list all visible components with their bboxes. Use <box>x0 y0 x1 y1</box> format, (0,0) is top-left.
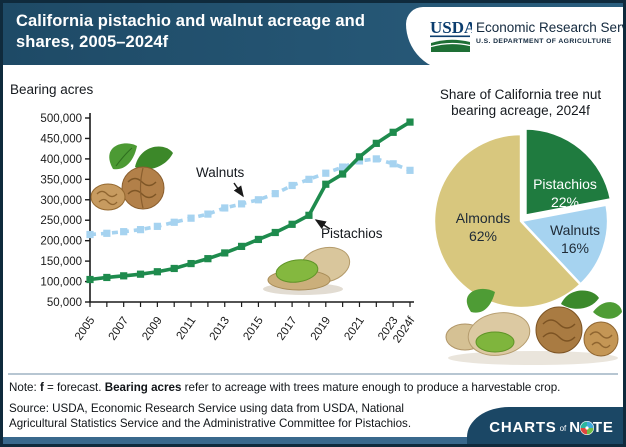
usda-logo-icon: USDA <box>430 18 477 52</box>
pistachio-photo-illustration <box>263 246 351 295</box>
pie-title-line1: Share of California tree nut <box>439 87 602 102</box>
banner-of-word: of <box>559 423 567 433</box>
agency-text: Economic Research Service U.S. DEPARTMEN… <box>476 20 626 45</box>
page-title: California pistachio and walnut acreage … <box>16 11 365 53</box>
svg-text:150,000: 150,000 <box>40 256 82 268</box>
note-prefix: Note: <box>9 381 40 394</box>
svg-text:2017: 2017 <box>275 315 300 343</box>
svg-text:2021: 2021 <box>342 315 367 343</box>
pie-label-walnuts-name: Walnuts <box>549 222 601 238</box>
pinwheel-o-icon <box>579 420 594 435</box>
line-chart: 50,000 100,000 150,000 200,000 250,000 300,00… <box>40 113 418 345</box>
source-line1: Source: USDA, Economic Research Service … <box>9 402 404 415</box>
charts-of-note-logo: CHARTS of N TE <box>489 419 613 436</box>
note-mid: = forecast. <box>43 381 105 394</box>
svg-text:2005: 2005 <box>73 315 98 343</box>
walnut-photo-illustration <box>90 143 173 211</box>
note-suffix: refer to acreage with trees mature enoug… <box>181 381 561 394</box>
footer-divider <box>8 373 618 375</box>
agency-subtitle: U.S. DEPARTMENT OF AGRICULTURE <box>476 38 612 45</box>
usda-logo: USDA <box>430 18 477 60</box>
svg-text:250,000: 250,000 <box>40 215 82 227</box>
svg-text:100,000: 100,000 <box>40 277 82 289</box>
svg-text:500,000: 500,000 <box>40 113 82 125</box>
walnuts-series-annotation: Walnuts <box>196 165 245 180</box>
svg-text:2019: 2019 <box>309 315 334 343</box>
svg-text:2015: 2015 <box>241 315 266 343</box>
svg-text:2009: 2009 <box>140 315 165 343</box>
pie-label-almonds: Almonds 62% <box>423 210 543 245</box>
pistachios-series-annotation: Pistachios <box>321 226 383 241</box>
note-text: Note: f = forecast. Bearing acres refer … <box>9 381 609 394</box>
svg-text:200,000: 200,000 <box>40 236 82 248</box>
pie-title-line2: bearing acreage, 2024f <box>451 103 590 118</box>
charts-of-note-banner: CHARTS of N TE <box>467 407 626 447</box>
note-bearing-acres-term: Bearing acres <box>104 381 182 394</box>
svg-text:300,000: 300,000 <box>40 195 82 207</box>
page-title-line1: California pistachio and walnut acreage … <box>16 12 366 30</box>
pie-chart <box>432 127 613 310</box>
svg-text:2007: 2007 <box>107 315 132 343</box>
bottom-accent-band <box>0 437 626 444</box>
pie-label-pistachios-name: Pistachios <box>533 176 597 192</box>
svg-text:350,000: 350,000 <box>40 174 82 186</box>
page-title-line2: shares, 2005–2024f <box>16 33 169 51</box>
banner-charts-word: CHARTS <box>489 418 557 436</box>
pie-chart-title: Share of California tree nut bearing acr… <box>415 87 626 119</box>
pie-label-walnuts: Walnuts 16% <box>515 222 626 257</box>
pie-label-pistachios-pct: 22% <box>550 193 580 210</box>
note-forecast-flag: f <box>39 381 44 394</box>
svg-text:2011: 2011 <box>174 315 198 342</box>
svg-text:USDA: USDA <box>430 19 472 37</box>
pie-label-almonds-pct: 62% <box>468 227 498 244</box>
nuts-group-illustration <box>445 288 622 365</box>
agency-name: Economic Research Service <box>476 20 626 35</box>
banner-n-letter: N <box>569 418 581 436</box>
svg-text:2013: 2013 <box>208 315 233 343</box>
banner-te-letters: TE <box>592 418 614 436</box>
line-chart-title: Bearing acres <box>10 82 94 97</box>
svg-text:450,000: 450,000 <box>40 133 82 145</box>
pie-label-almonds-name: Almonds <box>455 210 511 226</box>
svg-text:50,000: 50,000 <box>47 297 82 309</box>
pie-label-pistachios: Pistachios 22% <box>505 176 625 211</box>
source-text: Source: USDA, Economic Research Service … <box>9 401 477 431</box>
pie-label-walnuts-pct: 16% <box>560 239 590 256</box>
source-line2: Agricultural Statistics Service and the … <box>9 417 412 430</box>
usda-logo-panel: USDA Economic Research Service U.S. DEPA… <box>406 7 626 71</box>
svg-text:400,000: 400,000 <box>40 154 82 166</box>
